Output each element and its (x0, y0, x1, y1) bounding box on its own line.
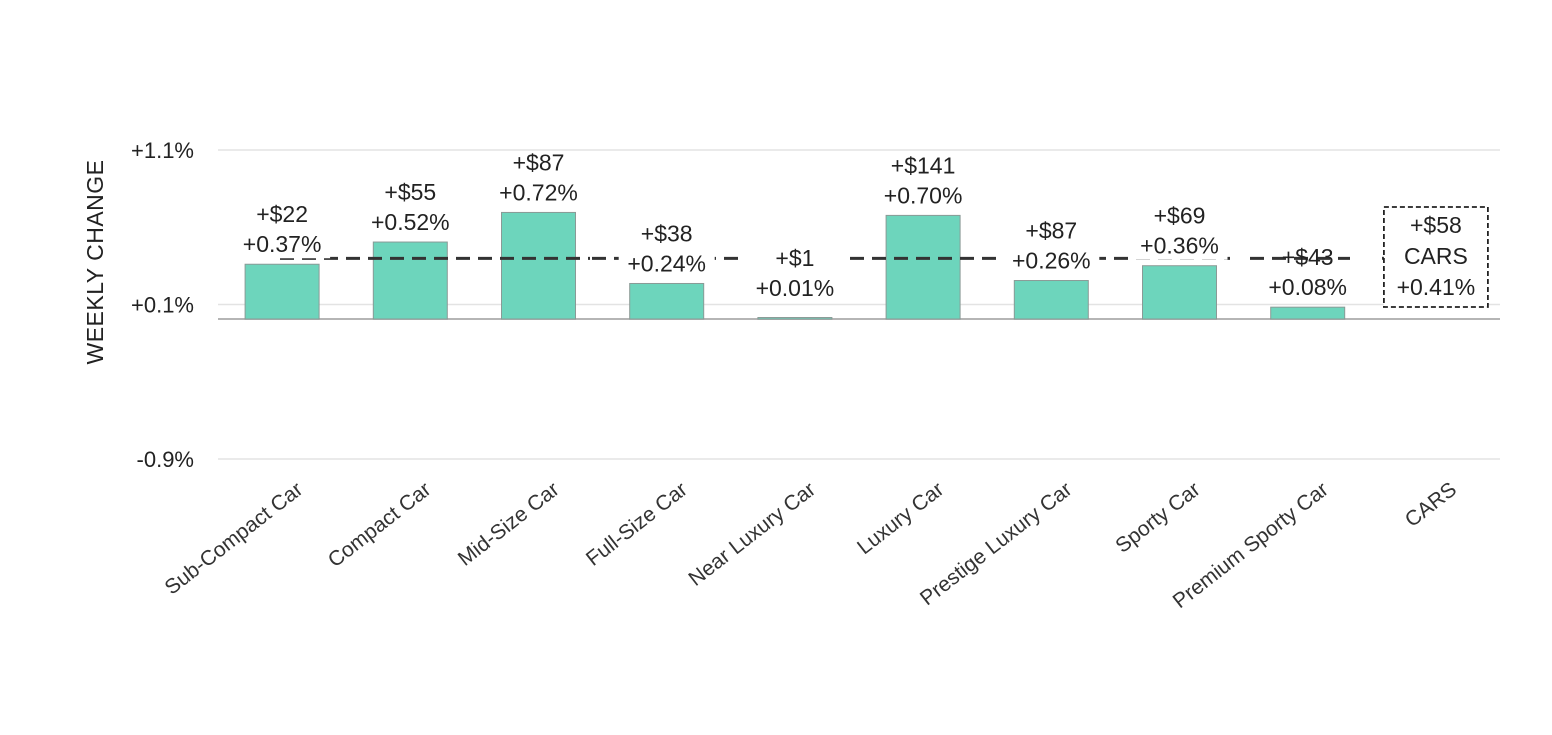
percent-label: +0.36% (1140, 233, 1219, 259)
summary-box-line: CARS (1404, 243, 1468, 269)
label-backing (1003, 246, 1100, 275)
x-tick-label: Mid-Size Car (454, 478, 564, 571)
dollar-label: +$141 (891, 152, 956, 178)
data-labels: +$22 +0.37% +$55 +0.52% +$87 +0.72% +$38 +0.24%… (234, 149, 1489, 308)
bar (629, 282, 705, 320)
label-backing (1131, 231, 1228, 260)
x-tick-label: Full-Size Car (582, 478, 692, 571)
x-tick-label: CARS (1401, 478, 1461, 532)
percent-label: +0.72% (499, 179, 578, 205)
x-tick-label: Sub-Compact Car (161, 478, 308, 600)
dollar-label: +$69 (1154, 203, 1206, 229)
bar (1013, 280, 1089, 320)
summary-box-line: +0.41% (1397, 274, 1476, 300)
dollar-label: +$1 (775, 245, 814, 271)
label-backing (490, 178, 587, 207)
percent-label: +0.37% (243, 231, 322, 257)
bar (501, 211, 576, 320)
x-tick-label: Sporty Car (1111, 478, 1204, 558)
percent-label: +0.70% (884, 182, 963, 208)
dollar-label: +$87 (1025, 218, 1077, 244)
label-backing (362, 208, 459, 237)
label-backing (1259, 273, 1356, 302)
y-tick-label: -0.9% (137, 447, 194, 472)
y-axis-label: WEEKLY CHANGE (82, 159, 108, 364)
summary-box-line: +$58 (1410, 212, 1462, 238)
percent-label: +0.24% (627, 250, 706, 276)
percent-label: +0.52% (371, 209, 450, 235)
percent-label: +0.01% (756, 275, 835, 301)
percent-label: +0.26% (1012, 248, 1091, 274)
bars (244, 211, 1346, 320)
label-backing (618, 249, 715, 278)
bar (885, 214, 961, 320)
percent-label: +0.08% (1268, 274, 1347, 300)
label-backing (234, 230, 331, 259)
x-tick-label: Near Luxury Car (684, 478, 820, 591)
bar (1142, 265, 1217, 320)
summary-box (1383, 206, 1489, 308)
dollar-label: +$22 (256, 201, 308, 227)
dollar-label: +$87 (513, 149, 565, 175)
y-axis: +1.1% +0.1% -0.9% (131, 138, 194, 472)
bar (757, 317, 833, 320)
dollar-label: +$43 (1282, 244, 1334, 270)
dollar-label: +$38 (641, 220, 693, 246)
y-tick-label: +0.1% (131, 293, 194, 318)
label-backing (746, 274, 843, 302)
bar (1270, 306, 1346, 320)
x-axis: Sub-Compact Car Compact Car Mid-Size Car Fu… (161, 478, 1461, 613)
y-tick-label: +1.1% (131, 138, 194, 163)
x-tick-label: Luxury Car (853, 478, 948, 559)
bar (244, 263, 320, 320)
bar (372, 241, 448, 320)
dollar-label: +$55 (384, 179, 436, 205)
x-tick-label: Compact Car (324, 478, 436, 572)
label-backing (875, 181, 972, 210)
